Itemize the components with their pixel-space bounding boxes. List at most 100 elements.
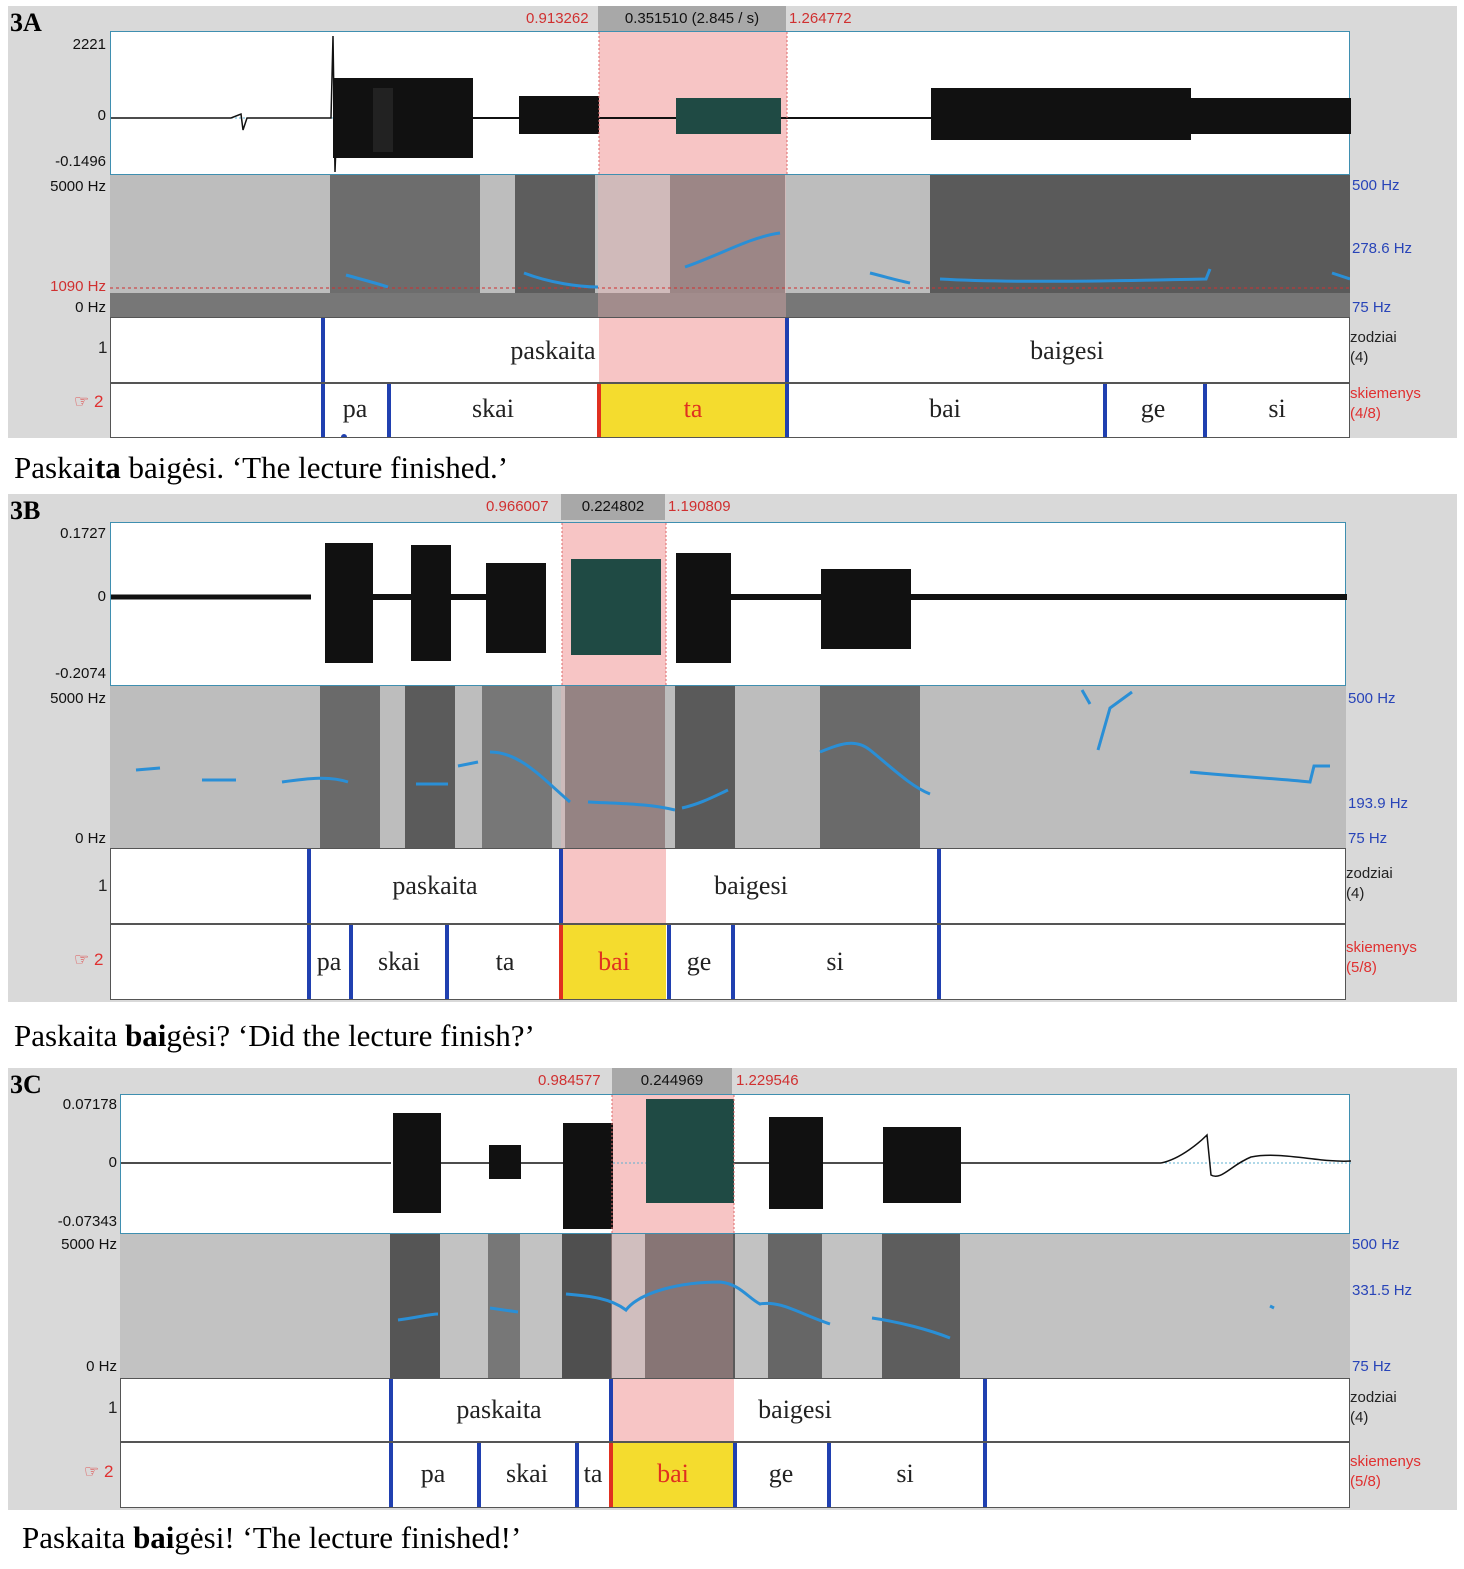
syllable-interval[interactable]: ge	[1140, 394, 1166, 423]
syllable-boundary[interactable]	[827, 1443, 831, 1507]
tier1-name: zodziai (4)	[1350, 1388, 1397, 1428]
syllable-interval[interactable]: bai	[657, 1459, 689, 1488]
syllable-interval[interactable]: si	[826, 947, 844, 976]
selection-start-time: 0.966007	[486, 498, 549, 515]
panel-3b: 3B 0.966007 0.224802 1.190809 0.1727 0 -…	[8, 494, 1457, 1002]
syllable-boundary-selected[interactable]	[559, 925, 563, 999]
pitch-bottom-label: 75 Hz	[1348, 830, 1388, 847]
word-boundary[interactable]	[937, 849, 941, 923]
syllable-boundary[interactable]	[389, 1443, 393, 1507]
spectrogram-view[interactable]	[110, 686, 1346, 848]
tier-syllables[interactable]: pa skai ta bai ge si	[110, 924, 1346, 1000]
tier-words[interactable]: paskaita baigesi	[110, 848, 1346, 924]
tier-words[interactable]: paskaita baigesi	[110, 317, 1350, 383]
syllable-interval[interactable]: ge	[768, 1459, 794, 1488]
tier-syllables[interactable]: pa skai ta bai ge si	[110, 383, 1350, 438]
waveform-view[interactable]	[110, 31, 1351, 176]
word-boundary[interactable]	[321, 318, 325, 382]
pitch-bottom-label: 75 Hz	[1352, 299, 1392, 316]
syllable-interval[interactable]: skai	[378, 947, 420, 976]
spectrogram-top-label: 5000 Hz	[50, 178, 106, 195]
panel-label: 3A	[10, 8, 42, 37]
syllable-boundary[interactable]	[785, 384, 789, 437]
syllable-interval[interactable]: bai	[598, 947, 630, 976]
syllable-boundary[interactable]	[349, 925, 353, 999]
panel-label: 3B	[10, 496, 41, 525]
waveform-zero-label: 0	[108, 1154, 117, 1171]
syllable-boundary-selected[interactable]	[609, 1443, 613, 1507]
syllable-boundary[interactable]	[321, 384, 347, 437]
syllable-interval[interactable]: si	[1268, 394, 1286, 423]
syllable-boundary[interactable]	[387, 384, 391, 437]
syllable-boundary[interactable]	[731, 925, 735, 999]
word-interval[interactable]: baigesi	[714, 871, 788, 900]
syllable-interval[interactable]: si	[896, 1459, 914, 1488]
selection-duration[interactable]: 0.351510 (2.845 / s)	[598, 6, 786, 32]
syllable-boundary[interactable]	[477, 1443, 481, 1507]
syllable-interval[interactable]: ta	[495, 947, 515, 976]
waveform-max-label: 2221	[72, 36, 106, 53]
spectrogram-view[interactable]	[120, 1234, 1350, 1378]
syllable-interval[interactable]: bai	[929, 394, 961, 423]
syllable-interval[interactable]: pa	[342, 394, 368, 423]
waveform-plot	[111, 523, 1347, 687]
spectrogram-view[interactable]	[110, 175, 1350, 317]
waveform-view[interactable]	[110, 522, 1347, 687]
caption-3b: Paskaita baigėsi? ‘Did the lecture finis…	[14, 1018, 535, 1054]
caption-3c: Paskaita baigėsi! ‘The lecture finished!…	[22, 1520, 521, 1556]
word-boundary[interactable]	[307, 849, 311, 923]
word-boundary[interactable]	[983, 1379, 987, 1441]
selection-duration[interactable]: 0.224802	[561, 494, 665, 520]
tier1-number: 1	[98, 338, 108, 357]
selection-end-time: 1.190809	[668, 498, 731, 515]
word-boundary[interactable]	[559, 849, 563, 923]
caption-bold: ta	[94, 450, 121, 485]
syllable-interval[interactable]: ta	[583, 1459, 603, 1488]
syllable-interval[interactable]: ta	[683, 394, 703, 423]
tier-syllables[interactable]: pa skai ta bai ge si	[120, 1442, 1350, 1508]
syllable-interval[interactable]: pa	[420, 1459, 446, 1488]
syllable-interval[interactable]: pa	[316, 947, 342, 976]
tier1-count: (4)	[1346, 885, 1365, 902]
syllable-boundary[interactable]	[307, 925, 311, 999]
caption-pre: Paskai	[14, 450, 95, 485]
tier1-label: zodziai	[1350, 1389, 1397, 1406]
syllable-boundary[interactable]	[575, 1443, 579, 1507]
syllable-boundary[interactable]	[1103, 384, 1107, 437]
spectrogram-plot	[120, 1234, 1350, 1378]
pitch-mid-label: 193.9 Hz	[1348, 795, 1409, 812]
word-interval[interactable]: baigesi	[1030, 336, 1104, 365]
waveform-zero-label: 0	[97, 107, 106, 124]
selection-duration[interactable]: 0.244969	[612, 1068, 732, 1094]
word-boundary[interactable]	[609, 1379, 613, 1441]
word-interval[interactable]: paskaita	[456, 1395, 542, 1424]
tier2-number[interactable]: ☞ 2	[74, 950, 104, 969]
caption-post: gėsi? ‘Did the lecture finish?’	[166, 1018, 535, 1053]
selection-end-time: 1.229546	[736, 1072, 799, 1089]
syllable-boundary[interactable]	[1203, 384, 1207, 437]
word-interval[interactable]: paskaita	[392, 871, 478, 900]
caption-pre: Paskaita	[14, 1018, 126, 1053]
syllable-boundary[interactable]	[937, 925, 941, 999]
word-interval[interactable]: baigesi	[758, 1395, 832, 1424]
syllable-interval[interactable]: skai	[506, 1459, 548, 1488]
syllable-interval[interactable]: ge	[686, 947, 712, 976]
tier2-count: (4/8)	[1350, 405, 1381, 422]
syllable-boundary-selected[interactable]	[597, 384, 601, 437]
tier2-count: (5/8)	[1350, 1473, 1381, 1490]
syllable-boundary[interactable]	[667, 925, 671, 999]
caption-bold: bai	[125, 1018, 167, 1053]
syllable-boundary[interactable]	[733, 1443, 737, 1507]
syllable-boundary[interactable]	[445, 925, 449, 999]
tier1-label: zodziai	[1350, 329, 1397, 346]
word-boundary[interactable]	[389, 1379, 393, 1441]
word-boundary[interactable]	[785, 318, 789, 382]
syllable-boundary[interactable]	[983, 1443, 987, 1507]
word-interval[interactable]: paskaita	[510, 336, 596, 365]
waveform-view[interactable]	[120, 1094, 1351, 1235]
tier2-number[interactable]: ☞ 2	[84, 1462, 114, 1481]
tier2-number[interactable]: ☞ 2	[74, 392, 104, 411]
syllable-interval[interactable]: skai	[472, 394, 514, 423]
tier-words[interactable]: paskaita baigesi	[120, 1378, 1350, 1442]
caption-3a: Paskaita baigėsi. ‘The lecture finished.…	[14, 450, 508, 486]
